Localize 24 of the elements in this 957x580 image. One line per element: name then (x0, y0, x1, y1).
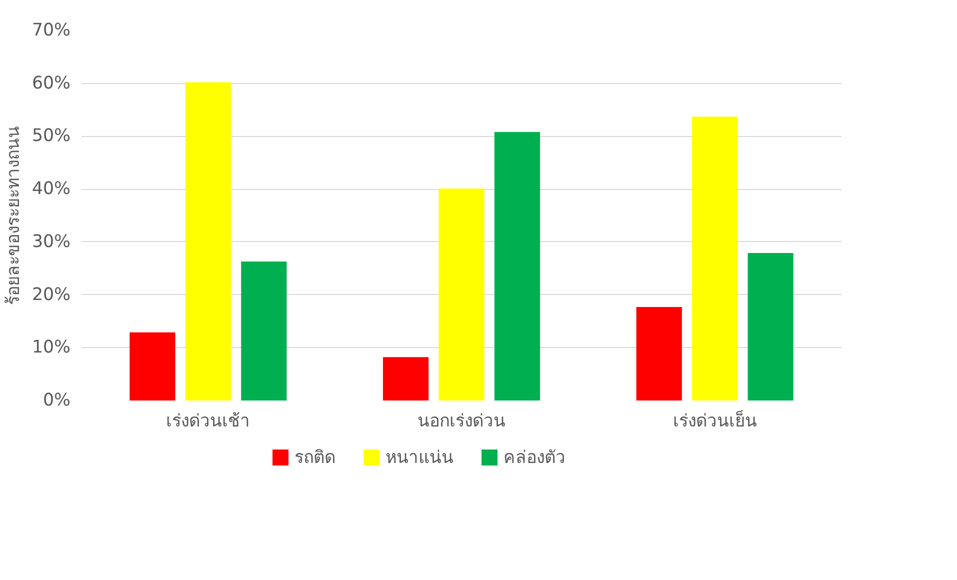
bar (748, 253, 794, 400)
bar (636, 306, 682, 400)
legend-label: รถติด (294, 446, 336, 470)
legend-label: คล่องตัว (504, 446, 566, 470)
y-axis-title: ร้อยละของระยะทางถนน (4, 126, 24, 305)
bar (438, 188, 484, 400)
legend-label: หนาแน่น (386, 446, 454, 470)
y-tick-label: 70% (32, 20, 70, 40)
x-tick-label: เร่งด่วนเย็น (672, 410, 757, 432)
y-tick-label: 40% (32, 179, 70, 200)
y-tick-label: 10% (32, 338, 70, 358)
x-tick-label: นอกเร่งด่วน (418, 412, 506, 432)
y-tick-label: 50% (32, 126, 70, 146)
y-tick-label: 30% (32, 232, 70, 252)
bar (130, 332, 176, 400)
bar (241, 261, 287, 400)
bar (494, 132, 540, 400)
y-tick-label: 20% (32, 284, 70, 305)
y-tick-label: 0% (43, 390, 71, 410)
bar (382, 357, 429, 400)
bar (185, 82, 231, 400)
x-tick-label: เร่งด่วนเช้า (166, 412, 250, 432)
bar (692, 116, 738, 400)
y-tick-label: 60% (32, 73, 70, 94)
